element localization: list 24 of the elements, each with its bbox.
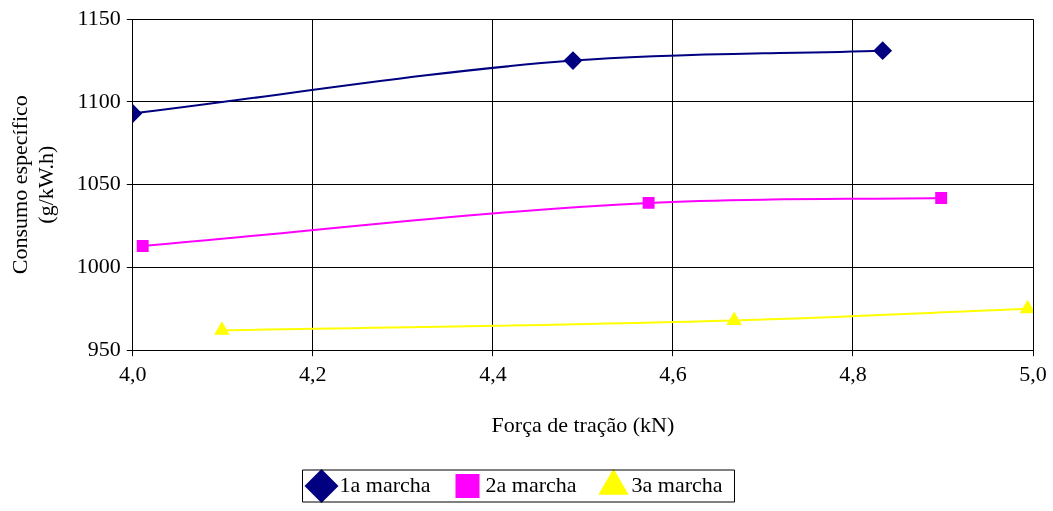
legend-label: 2a marcha: [485, 471, 577, 497]
x-tick-label: 4,0: [119, 361, 147, 387]
x-tick-label: 4,8: [839, 361, 867, 387]
x-tick-label: 5,0: [1019, 361, 1047, 387]
point: [1020, 300, 1033, 314]
x-tick-label: 4,6: [659, 361, 687, 387]
y-tick-label: 1150: [77, 4, 121, 30]
y-axis-title: Consumo específico (g/kW.h): [6, 95, 59, 275]
point: [564, 51, 582, 70]
legend-label: 3a marcha: [631, 471, 723, 497]
y-tick-label: 1000: [76, 253, 121, 279]
y-tick-label: 1100: [77, 87, 121, 113]
point: [214, 322, 229, 335]
point: [642, 196, 655, 209]
point: [873, 41, 892, 60]
y-tick-label: 950: [87, 335, 121, 361]
x-tick-label: 4,2: [299, 361, 327, 387]
y-tick-label: 1050: [76, 170, 121, 196]
point: [136, 239, 149, 252]
legend-label: 1a marcha: [339, 471, 431, 497]
x-axis-title: Força de tração (kN): [491, 411, 675, 437]
point: [935, 191, 948, 204]
x-tick-label: 4,4: [479, 361, 507, 387]
point: [727, 312, 742, 325]
